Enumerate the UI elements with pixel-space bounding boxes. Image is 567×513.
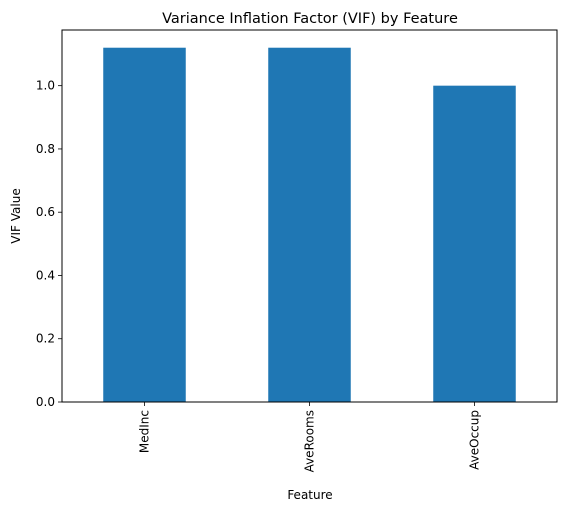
bar-averooms (268, 47, 351, 402)
bar-medinc (103, 47, 186, 402)
bars-group (103, 47, 516, 403)
y-tick-label-0.6: 0.6 (36, 205, 55, 219)
chart-title: Variance Inflation Factor (VIF) by Featu… (162, 11, 458, 27)
x-axis: MedInc AveRooms AveOccup (138, 402, 482, 472)
bar-aveoccup (433, 85, 516, 403)
y-tick-label-0.8: 0.8 (36, 142, 55, 156)
y-tick-label-0.2: 0.2 (36, 332, 55, 346)
y-axis-label: VIF Value (9, 188, 23, 243)
y-axis: 0.0 0.2 0.4 0.6 0.8 1.0 (36, 79, 62, 409)
x-tick-label-aveoccup: AveOccup (468, 410, 482, 470)
y-tick-label-0.0: 0.0 (36, 395, 55, 409)
y-tick-label-1.0: 1.0 (36, 79, 55, 93)
x-tick-label-averooms: AveRooms (303, 410, 317, 472)
x-axis-label: Feature (287, 488, 332, 502)
plot-frame (61, 29, 558, 403)
y-tick-label-0.4: 0.4 (36, 268, 55, 282)
x-tick-label-medinc: MedInc (138, 410, 152, 453)
